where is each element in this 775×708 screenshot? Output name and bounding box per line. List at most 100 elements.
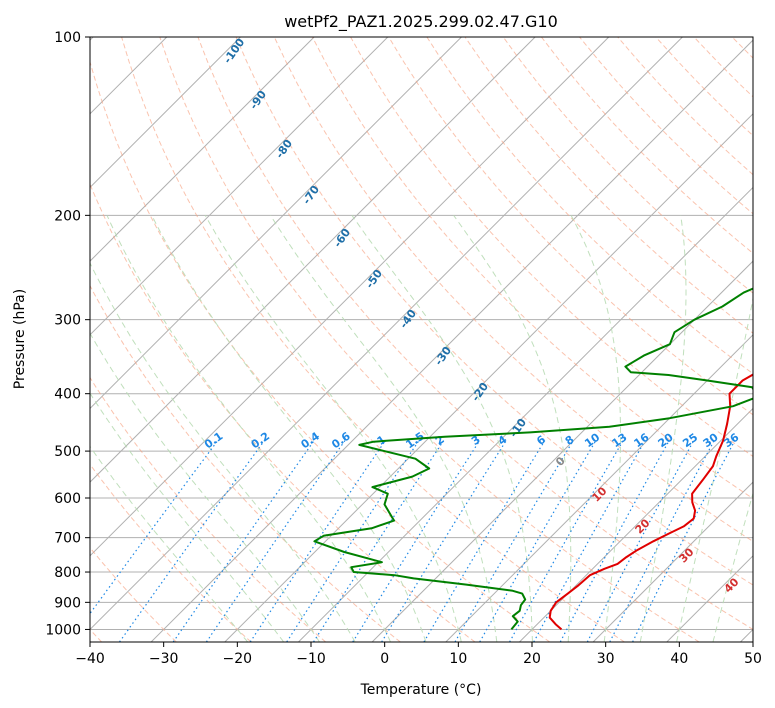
- moist-adiabat: [204, 215, 462, 642]
- mixing-ratio-line: [479, 440, 597, 642]
- dry-adiabat: [464, 37, 753, 334]
- mixing-ratio-line: [205, 440, 346, 642]
- mixing-ratio-label: 0.4: [299, 429, 323, 451]
- x-tick-label: −10: [296, 651, 326, 667]
- mixing-ratio-label: 0.1: [202, 430, 225, 452]
- mixing-ratio-line: [352, 440, 481, 642]
- isotherm-line: [371, 260, 753, 642]
- dry-adiabat-label: -70: [300, 183, 322, 207]
- moist-adiabat: [90, 261, 356, 642]
- mixing-ratio-line: [509, 440, 624, 642]
- mixing-ratio-line: [381, 440, 507, 642]
- x-tick-label: 20: [523, 651, 541, 667]
- dry-adiabat: [655, 37, 753, 137]
- y-tick-label: 500: [54, 444, 81, 460]
- dry-adiabat-label: -80: [273, 137, 295, 161]
- moist-adiabat: [151, 215, 427, 642]
- y-tick-label: 900: [54, 595, 81, 611]
- dry-adiabat: [197, 37, 753, 630]
- moist-adiabat: [639, 215, 687, 642]
- y-tick-label: 600: [54, 491, 81, 507]
- x-axis: −40 −30 −20 −10 0 10 20 30 40 50: [75, 642, 762, 667]
- y-axis-title: Pressure (hPa): [12, 289, 28, 389]
- dry-adiabat-label: -40: [397, 307, 419, 331]
- moist-adiabat: [270, 215, 498, 642]
- dry-adiabat: [350, 37, 753, 458]
- dry-adiabat: [90, 463, 252, 642]
- mixing-ratio-line: [632, 440, 736, 642]
- isotherm-line: [90, 37, 683, 631]
- mixing-ratio-line: [423, 440, 546, 642]
- mixing-ratio-label: 16: [631, 431, 651, 451]
- isotherm-line: [224, 113, 753, 642]
- dry-adiabat: [90, 182, 476, 642]
- mixing-ratio-line: [286, 440, 420, 642]
- x-tick-label: 50: [744, 651, 762, 667]
- mixing-ratio-line: [609, 440, 715, 642]
- moist-adiabat: [90, 332, 320, 642]
- x-tick-label: 30: [597, 651, 615, 667]
- dry-adiabat: [426, 37, 753, 375]
- x-tick-label: −40: [75, 651, 105, 667]
- moist-adiabat-label: 10: [590, 484, 610, 504]
- dewpoint-profile: [313, 287, 753, 631]
- dry-adiabat-label: -60: [331, 226, 353, 250]
- x-axis-title: Temperature (°C): [360, 682, 482, 698]
- dry-adiabat-label: -90: [247, 88, 269, 112]
- y-tick-label: 200: [54, 208, 81, 224]
- x-tick-label: 0: [380, 651, 389, 667]
- mixing-ratio-label: 2: [433, 433, 447, 448]
- dry-adiabat-label: -50: [363, 267, 385, 291]
- mixing-ratio-label: 25: [680, 431, 700, 450]
- y-tick-label: 800: [54, 565, 81, 581]
- y-axis: 100 200 300 400 500 600 700 800 900 1000: [45, 30, 90, 638]
- moist-adiabat: [570, 215, 621, 642]
- mixing-ratio-line: [533, 440, 646, 642]
- dry-adiabat: [311, 37, 753, 500]
- mixing-ratio-label: 6: [534, 433, 548, 448]
- dry-adiabat-label: -100: [221, 36, 248, 66]
- mixing-ratio-label: 0.6: [329, 429, 353, 451]
- moist-adiabat: [90, 392, 285, 642]
- mixing-ratio-line: [454, 440, 574, 642]
- dry-adiabat: [121, 37, 625, 642]
- isotherm-line: [90, 37, 389, 336]
- x-tick-label: −20: [223, 651, 253, 667]
- chart-title: wetPf2_PAZ1.2025.299.02.47.G10: [284, 12, 558, 32]
- mixing-ratio-line: [119, 440, 265, 642]
- isotherm-line: [592, 481, 753, 642]
- plot-area: 0.1 0.2 0.4 0.6 1 1.5 2 3 4 6 8 10 13 16 20 25 30 36-100-…: [90, 36, 775, 642]
- dry-adiabat: [273, 37, 753, 543]
- isotherm-line: [90, 37, 536, 483]
- dry-adiabat-label: -30: [432, 344, 454, 368]
- mixing-ratio-label: 0.2: [249, 430, 272, 452]
- y-tick-label: 100: [54, 30, 81, 46]
- isotherm-line: [740, 628, 753, 642]
- moist-adiabat-label: 20: [633, 516, 653, 536]
- mixing-ratio-line: [559, 440, 670, 642]
- mixing-ratio-label: 10: [582, 431, 602, 451]
- moist-adiabat: [351, 215, 533, 642]
- isotherm-line: [150, 39, 753, 642]
- dry-adiabat: [541, 37, 753, 254]
- dry-adiabat: [770, 37, 775, 642]
- dry-adiabat: [90, 546, 177, 642]
- dry-adiabat: [502, 37, 753, 294]
- y-tick-label: 300: [54, 313, 81, 329]
- y-tick-label: 700: [54, 531, 81, 547]
- temperature-profile: [548, 373, 753, 631]
- moist-adiabat: [453, 215, 572, 642]
- mixing-ratio-line: [90, 440, 219, 615]
- isotherm-line: [519, 407, 753, 642]
- dry-adiabat: [617, 37, 753, 176]
- mixing-ratio-label: 8: [563, 433, 577, 448]
- mixing-ratio-label: 20: [656, 431, 676, 451]
- dry-adiabat: [159, 37, 700, 642]
- plot-frame: [89, 36, 754, 643]
- isotherm-line: [90, 37, 610, 557]
- isotherm-line: [445, 334, 753, 642]
- dry-adiabat: [693, 37, 753, 98]
- isotherm-line: [90, 37, 462, 410]
- x-tick-label: −30: [149, 651, 179, 667]
